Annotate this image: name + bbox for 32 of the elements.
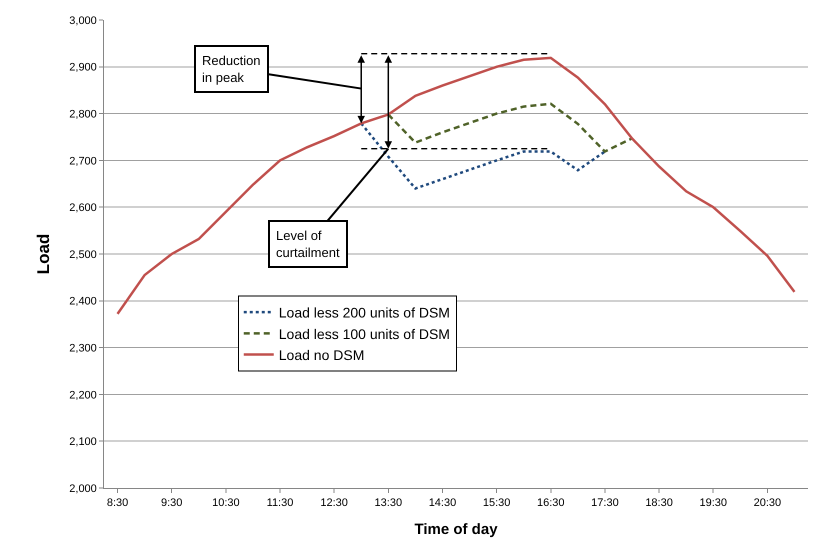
y-tick-label: 2,400 <box>69 296 97 308</box>
y-tick-label: 3,000 <box>69 14 97 27</box>
y-tick-label: 2,600 <box>69 202 97 214</box>
line-series <box>387 102 634 153</box>
y-tick-label: 2,800 <box>69 108 97 120</box>
x-tick-label: 16:30 <box>537 497 565 510</box>
x-tick-label: 12:30 <box>320 497 348 510</box>
y-axis-title: Load <box>34 234 53 274</box>
x-tick-label: 20:30 <box>754 497 782 510</box>
y-tick-label: 2,200 <box>69 389 97 402</box>
x-tick-label: 14:30 <box>428 497 456 510</box>
legend-label: Load no DSM <box>278 347 364 364</box>
x-tick-label: 18:30 <box>645 497 673 510</box>
legend-label: Load less 200 units of DSM <box>278 304 450 321</box>
x-tick-label: 8:30 <box>106 497 128 510</box>
y-tick-label: 2,100 <box>69 436 97 448</box>
x-tick-label: 11:30 <box>266 497 294 510</box>
x-tick-label: 9:30 <box>160 497 182 510</box>
annotation: Level of curtailment <box>276 228 340 260</box>
y-tick-label: 2,500 <box>69 248 97 261</box>
y-tick-label: 2,000 <box>69 482 97 495</box>
annotation: Reduction in peak <box>202 53 261 85</box>
x-tick-label: 15:30 <box>482 497 510 510</box>
y-tick-label: 2,700 <box>69 155 97 168</box>
y-tick-label: 2,300 <box>69 342 97 354</box>
x-tick-label: 19:30 <box>699 497 727 510</box>
x-tick-label: 13:30 <box>374 497 402 510</box>
x-tick-label: 10:30 <box>212 497 240 510</box>
y-tick-label: 2,900 <box>69 62 97 74</box>
x-tick-label: 17:30 <box>591 497 619 510</box>
legend-label: Load less 100 units of DSM <box>278 326 450 342</box>
x-axis-title: Time of day <box>414 521 498 538</box>
